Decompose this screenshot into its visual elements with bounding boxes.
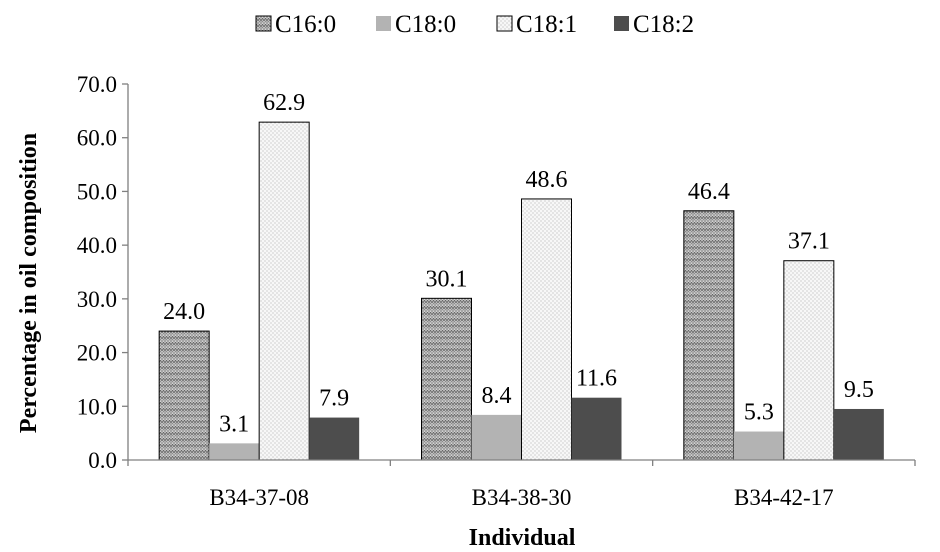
y-tick-label: 50.0 bbox=[77, 179, 117, 204]
bar-c18-1 bbox=[783, 260, 835, 461]
bar-c16-0 bbox=[158, 330, 210, 461]
bar-c18-2 bbox=[309, 417, 360, 460]
bar-c18-2 bbox=[833, 408, 884, 460]
legend: C16:0 C18:0 C18:1 C18:2 bbox=[255, 11, 694, 38]
data-label: 30.1 bbox=[426, 266, 468, 292]
legend-label: C18:2 bbox=[633, 11, 694, 38]
data-label: 37.1 bbox=[788, 229, 830, 255]
y-tick-label: 10.0 bbox=[77, 394, 117, 419]
legend-swatch bbox=[614, 16, 629, 31]
y-axis-title: Percentage in oil composition bbox=[16, 133, 42, 433]
y-tick-label: 70.0 bbox=[77, 72, 117, 97]
data-label: 7.9 bbox=[319, 386, 349, 412]
data-label: 9.5 bbox=[844, 377, 874, 403]
data-label: 24.0 bbox=[163, 299, 205, 325]
bar-c18-1 bbox=[258, 121, 310, 461]
y-tick-label: 30.0 bbox=[77, 287, 117, 312]
bar-c18-0 bbox=[733, 431, 784, 460]
y-tick-label: 20.0 bbox=[77, 341, 117, 366]
bar-c18-1 bbox=[521, 198, 572, 461]
data-label: 11.6 bbox=[576, 366, 617, 392]
y-tick-label: 40.0 bbox=[77, 233, 117, 258]
legend-swatch bbox=[376, 16, 391, 31]
data-label: 62.9 bbox=[263, 90, 305, 116]
x-axis-title: Individual bbox=[469, 525, 576, 551]
data-label: 46.4 bbox=[688, 179, 730, 205]
y-tick-label: 60.0 bbox=[77, 126, 117, 151]
x-tick-label: B34-38-30 bbox=[472, 485, 572, 510]
bar-c16-0 bbox=[421, 297, 472, 461]
x-tick-label: B34-42-17 bbox=[734, 485, 834, 510]
bar-c18-0 bbox=[209, 443, 260, 460]
x-tick-label: B34-37-08 bbox=[209, 485, 309, 510]
x-axis: B34-37-08 B34-38-30 B34-42-17 bbox=[127, 459, 916, 510]
bar-c18-0 bbox=[471, 414, 522, 460]
legend-swatch bbox=[496, 15, 513, 32]
y-tick-label: 0.0 bbox=[88, 448, 117, 473]
data-label: 5.3 bbox=[744, 400, 774, 426]
data-label: 48.6 bbox=[526, 167, 568, 193]
legend-label: C18:1 bbox=[516, 11, 577, 38]
data-label: 3.1 bbox=[219, 411, 249, 437]
legend-label: C18:0 bbox=[395, 11, 456, 38]
bar-c18-2 bbox=[571, 397, 622, 460]
bar-c16-0 bbox=[683, 210, 735, 461]
data-label: 8.4 bbox=[482, 383, 512, 409]
y-axis: 0.0 10.0 20.0 30.0 40.0 50.0 60.0 70.0 bbox=[77, 72, 129, 473]
legend-swatch bbox=[255, 15, 272, 32]
legend-label: C16:0 bbox=[275, 11, 336, 38]
data-labels: 24.0 30.1 46.4 3.1 8.4 5.3 62.9 48.6 37.1 7.9 11.6… bbox=[163, 90, 874, 437]
bars bbox=[158, 121, 884, 461]
